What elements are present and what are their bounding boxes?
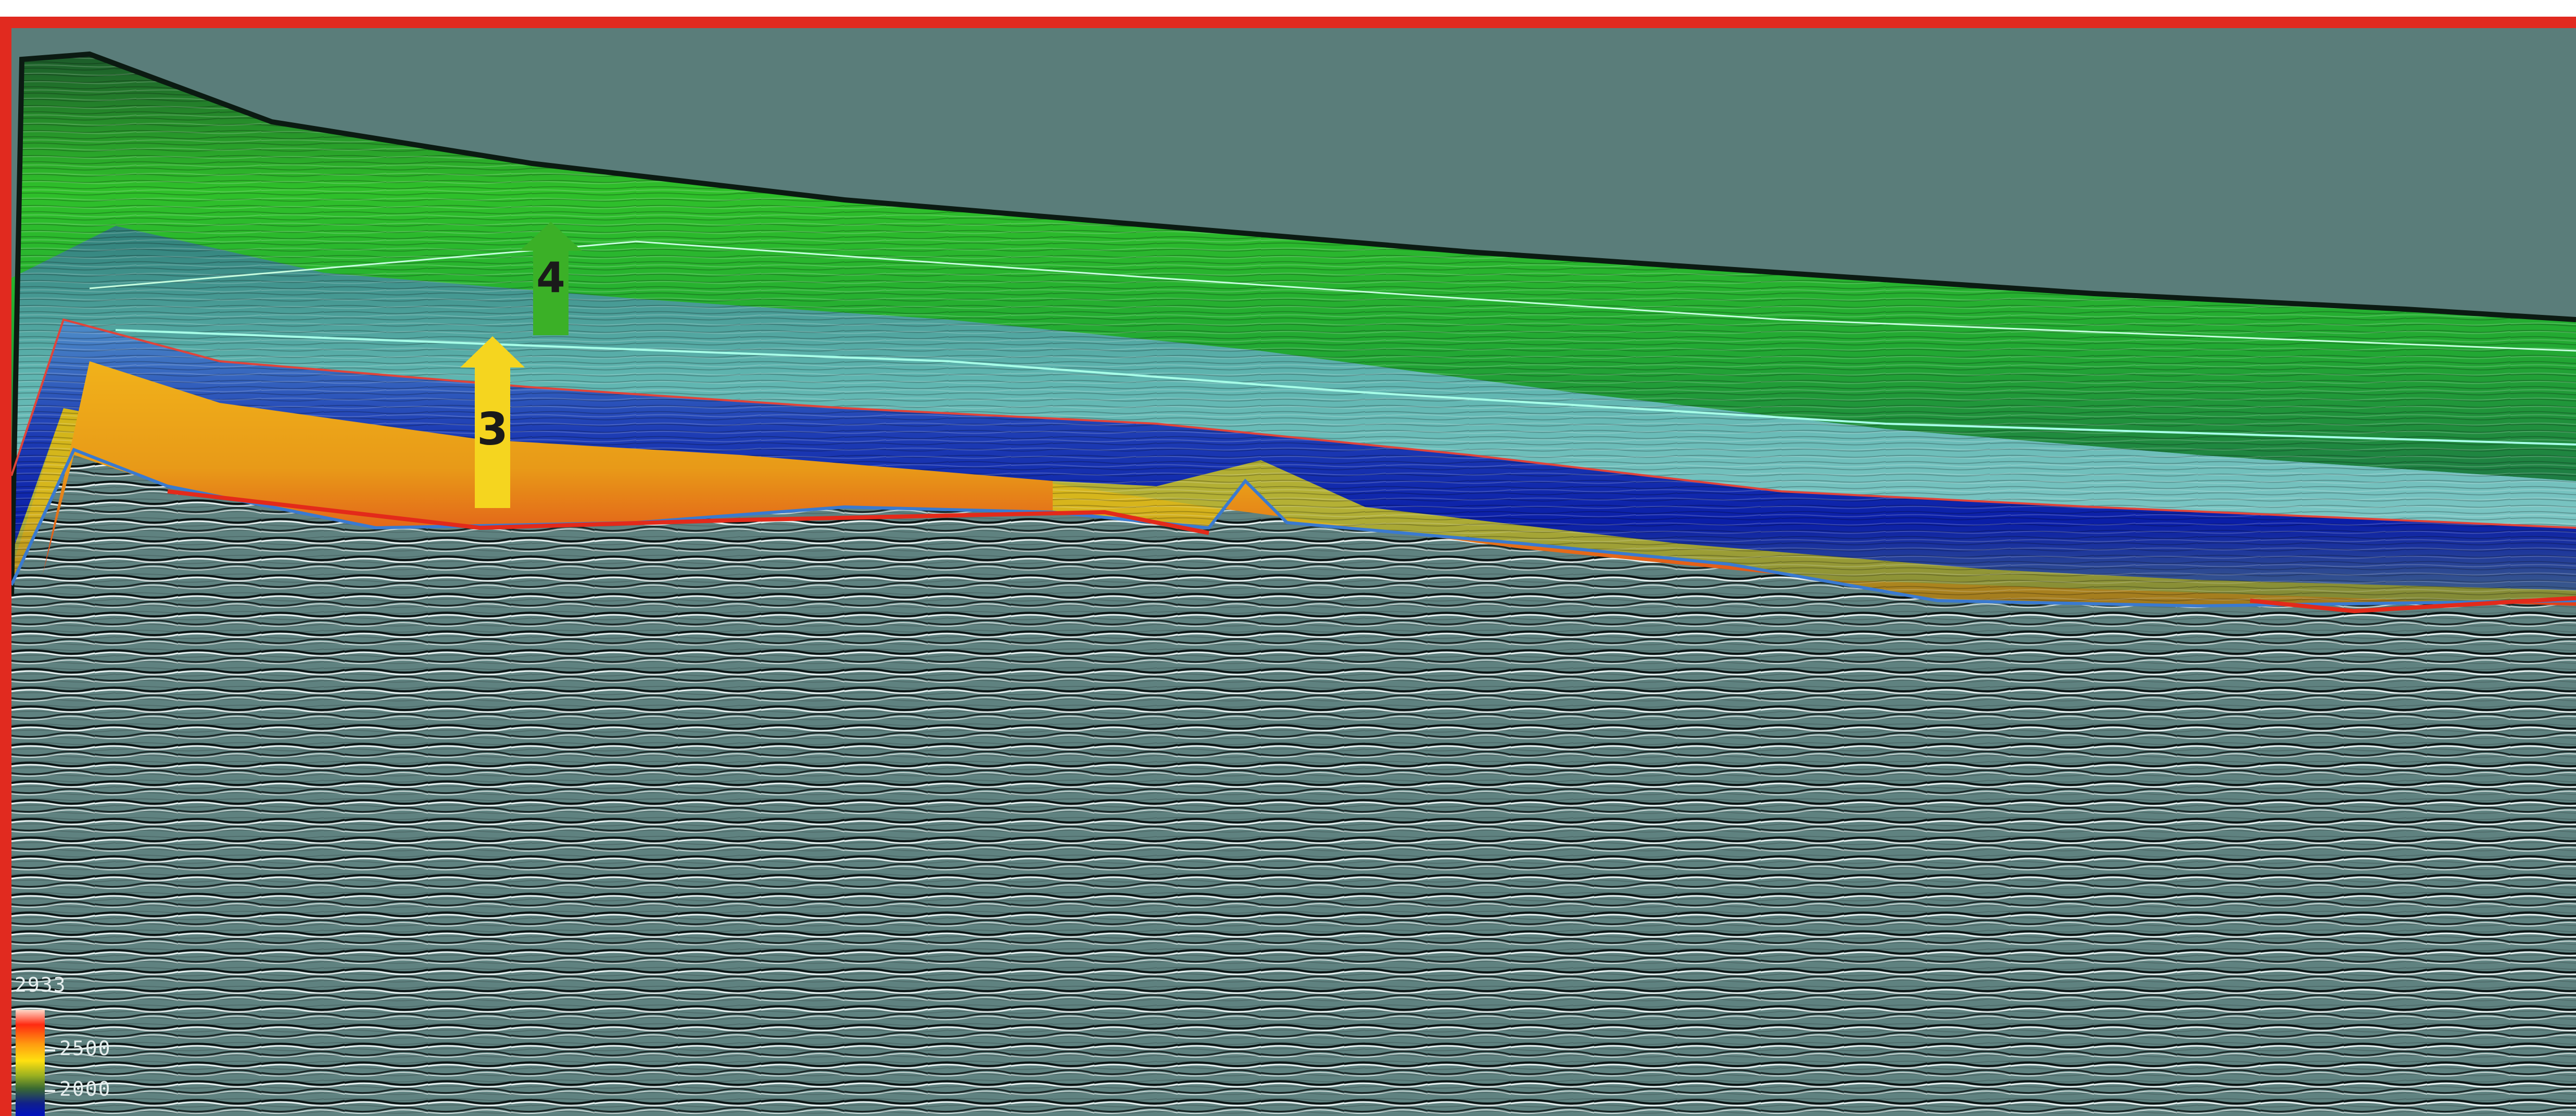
seabed-horizon xyxy=(11,51,2576,596)
colorbar-gradient xyxy=(16,1010,45,1116)
cyan-reflector xyxy=(115,329,2576,446)
colorbar-tick-2000 xyxy=(45,1090,55,1092)
red-horizon-upper xyxy=(11,318,2576,529)
light-reflector xyxy=(89,240,2576,352)
basement-fine-texture xyxy=(11,450,2576,1116)
marker-arrow-3 xyxy=(460,336,525,508)
marker-arrow-4 xyxy=(520,222,582,335)
seismic-section: 3 4 xyxy=(11,28,2576,1116)
colorbar-legend: 2933 2500 2000 xyxy=(11,968,147,1116)
marker-label-3: 3 xyxy=(477,403,508,455)
arrow-4-shape xyxy=(520,222,582,335)
frame-border-left xyxy=(0,17,11,1116)
red-horizon-distal xyxy=(2250,596,2576,614)
arrow-3-shape xyxy=(460,336,525,508)
seismic-image xyxy=(11,28,2576,1116)
colorbar-max-label: 2933 xyxy=(15,973,67,996)
package-orange-core xyxy=(43,361,1053,575)
colorbar-tick-2500 xyxy=(45,1049,55,1051)
red-horizon-base xyxy=(167,489,1209,535)
frame-border-top xyxy=(0,17,2576,28)
colorbar-tick-label-2500: 2500 xyxy=(59,1037,111,1060)
marker-label-4: 4 xyxy=(536,253,565,302)
colorbar-tick-label-2000: 2000 xyxy=(59,1077,111,1100)
